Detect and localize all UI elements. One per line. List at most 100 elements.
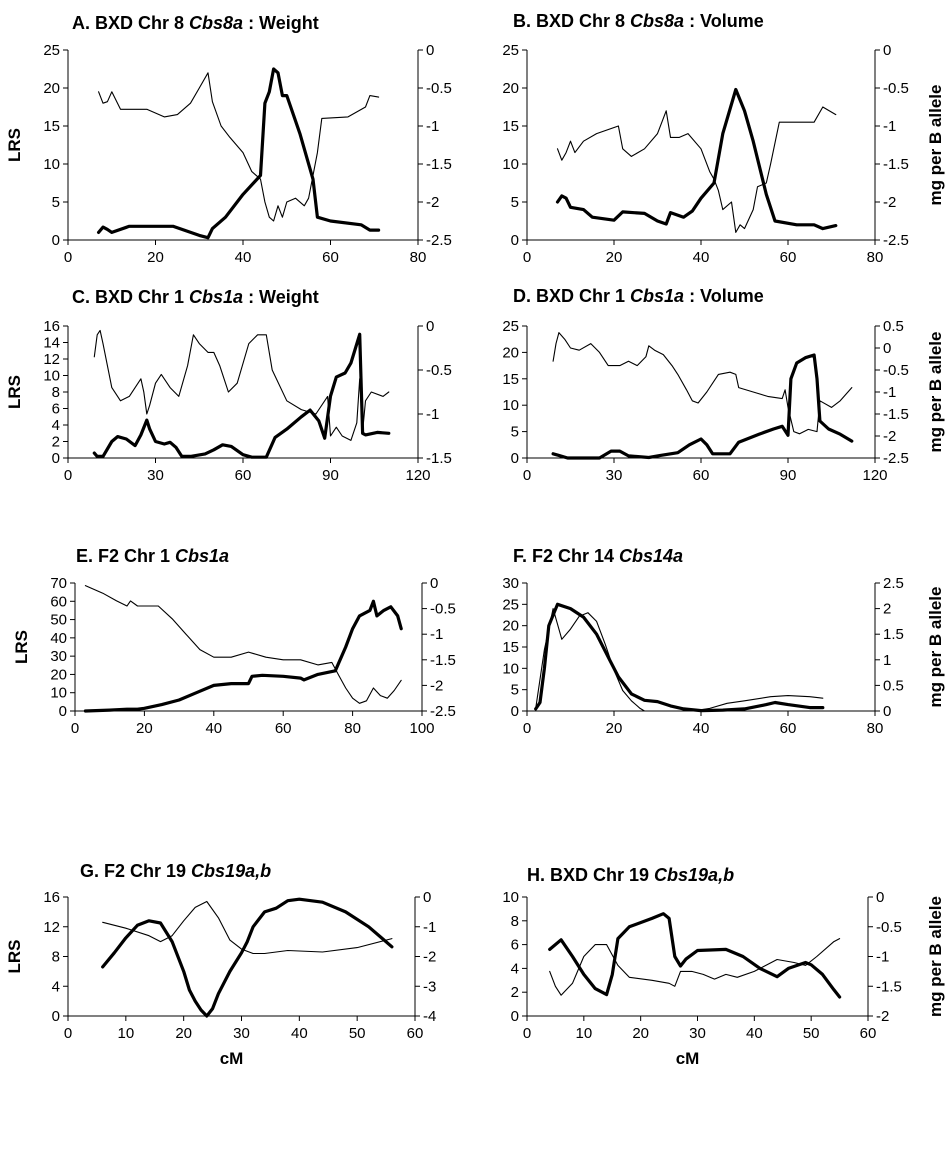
y-tick-label: 0 bbox=[511, 703, 519, 720]
chart-panel-B: B. BXD Chr 8 Cbs8a : Volume 0 20 40 60 80 0 5 10… bbox=[502, 11, 945, 266]
lrs-series-line bbox=[92, 332, 391, 459]
y2-tick-label: -1.5 bbox=[430, 652, 456, 669]
title-text: E. F2 Chr 1 bbox=[76, 546, 175, 566]
y-tick-label: 0 bbox=[511, 450, 519, 467]
y2-tick-label: -1 bbox=[423, 919, 436, 936]
title-text: G. F2 Chr 19 bbox=[80, 861, 191, 881]
x-tick-label: 30 bbox=[233, 1025, 250, 1042]
y-tick-label: 4 bbox=[511, 960, 519, 977]
y2-tick-label: -1.5 bbox=[426, 450, 452, 467]
x-tick-label: 20 bbox=[175, 1025, 192, 1042]
title-text: A. BXD Chr 8 bbox=[72, 13, 189, 33]
title-gene-name: Cbs1a bbox=[630, 286, 684, 306]
y2-tick-label: -2 bbox=[423, 949, 436, 966]
y2-tick-label: -0.5 bbox=[883, 362, 909, 379]
x-axis-label: cM bbox=[220, 1049, 244, 1068]
y2-tick-label: 0 bbox=[423, 889, 431, 906]
title-suffix: : Weight bbox=[243, 287, 319, 307]
y-tick-label: 16 bbox=[43, 889, 60, 906]
y2-tick-label: -0.5 bbox=[883, 80, 909, 97]
chart-title: E. F2 Chr 1 Cbs1a bbox=[76, 546, 229, 566]
y-tick-label: 25 bbox=[502, 596, 519, 613]
y-tick-label: 50 bbox=[50, 612, 67, 629]
y2-tick-label: -4 bbox=[423, 1008, 436, 1025]
y2-tick-label: 0 bbox=[883, 340, 891, 357]
y-tick-label: 4 bbox=[52, 978, 60, 995]
y2-tick-label: -2 bbox=[876, 1008, 889, 1025]
lrs-series-line bbox=[555, 87, 838, 231]
y-tick-label: 20 bbox=[502, 80, 519, 97]
x-tick-label: 20 bbox=[147, 249, 164, 266]
x-tick-label: 0 bbox=[523, 249, 531, 266]
chart-panel-H: H. BXD Chr 19 Cbs19a,b 0 10 20 30 40 50 60 0 2 4 6 8… bbox=[502, 865, 945, 1068]
y2-tick-label: 0 bbox=[883, 703, 891, 720]
y-tick-label: 20 bbox=[502, 344, 519, 361]
y-tick-label: 5 bbox=[52, 194, 60, 211]
x-tick-label: 60 bbox=[407, 1025, 424, 1042]
chart-title: A. BXD Chr 8 Cbs8a : Weight bbox=[72, 13, 319, 33]
y2-tick-label: -1 bbox=[426, 406, 439, 423]
y2-tick-label: -0.5 bbox=[430, 601, 456, 618]
y2-tick-label: -2 bbox=[426, 194, 439, 211]
y-tick-label: 8 bbox=[52, 384, 60, 401]
x-tick-label: 10 bbox=[117, 1025, 134, 1042]
y2-tick-label: 1 bbox=[883, 652, 891, 669]
y-tick-label: 10 bbox=[502, 156, 519, 173]
y-tick-label: 12 bbox=[43, 919, 60, 936]
y-tick-label: 2 bbox=[52, 434, 60, 451]
y-tick-label: 4 bbox=[52, 417, 60, 434]
x-tick-label: 0 bbox=[523, 720, 531, 737]
y2-tick-label: 2 bbox=[883, 601, 891, 618]
chart-panel-D: D. BXD Chr 1 Cbs1a : Volume 0 30 60 90 120 0 5 1… bbox=[502, 286, 945, 484]
y-tick-label: 0 bbox=[511, 232, 519, 249]
y-tick-label: 15 bbox=[502, 118, 519, 135]
title-suffix: : Weight bbox=[243, 13, 319, 33]
x-tick-label: 90 bbox=[322, 467, 339, 484]
y2-tick-label: -0.5 bbox=[876, 919, 902, 936]
y-tick-label: 40 bbox=[50, 630, 67, 647]
y2-tick-label: 0 bbox=[883, 42, 891, 59]
y-tick-label: 25 bbox=[43, 42, 60, 59]
x-tick-label: 80 bbox=[867, 249, 884, 266]
y-tick-label: 10 bbox=[502, 889, 519, 906]
chart-title: C. BXD Chr 1 Cbs1a : Weight bbox=[72, 287, 319, 307]
y-tick-label: 25 bbox=[502, 318, 519, 335]
title-text: F. F2 Chr 14 bbox=[513, 546, 619, 566]
y-tick-label: 5 bbox=[511, 194, 519, 211]
effect-series-line bbox=[535, 608, 824, 712]
effect-series-line bbox=[93, 329, 390, 441]
x-tick-label: 60 bbox=[275, 720, 292, 737]
x-tick-label: 20 bbox=[606, 720, 623, 737]
chart-title: F. F2 Chr 14 Cbs14a bbox=[513, 546, 683, 566]
y2-axis-label: mg per B allele bbox=[926, 587, 945, 708]
x-tick-label: 40 bbox=[746, 1025, 763, 1042]
x-tick-label: 80 bbox=[867, 720, 884, 737]
y-tick-label: 15 bbox=[502, 639, 519, 656]
lrs-series-line bbox=[83, 599, 403, 713]
x-tick-label: 80 bbox=[344, 720, 361, 737]
lrs-series-line bbox=[534, 602, 825, 713]
y2-axis-label: mg per B allele bbox=[926, 332, 945, 453]
title-text: C. BXD Chr 1 bbox=[72, 287, 189, 307]
y2-tick-label: 0 bbox=[430, 575, 438, 592]
effect-series-line bbox=[84, 585, 402, 704]
y2-tick-label: 2.5 bbox=[883, 575, 904, 592]
y2-tick-label: -1.5 bbox=[426, 156, 452, 173]
y-tick-label: 6 bbox=[511, 937, 519, 954]
x-tick-label: 90 bbox=[780, 467, 797, 484]
x-tick-label: 100 bbox=[409, 720, 434, 737]
y-tick-label: 5 bbox=[511, 424, 519, 441]
x-tick-label: 60 bbox=[860, 1025, 877, 1042]
y2-tick-label: -2 bbox=[883, 194, 896, 211]
y2-tick-label: -0.5 bbox=[426, 80, 452, 97]
x-tick-label: 30 bbox=[689, 1025, 706, 1042]
x-tick-label: 0 bbox=[64, 249, 72, 266]
y2-tick-label: 0.5 bbox=[883, 677, 904, 694]
y2-axis-label: mg per B allele bbox=[926, 896, 945, 1017]
y-tick-label: 10 bbox=[502, 397, 519, 414]
y-tick-label: 2 bbox=[511, 984, 519, 1001]
y-axis-label: LRS bbox=[12, 630, 31, 664]
title-gene-name: Cbs8a bbox=[189, 13, 243, 33]
